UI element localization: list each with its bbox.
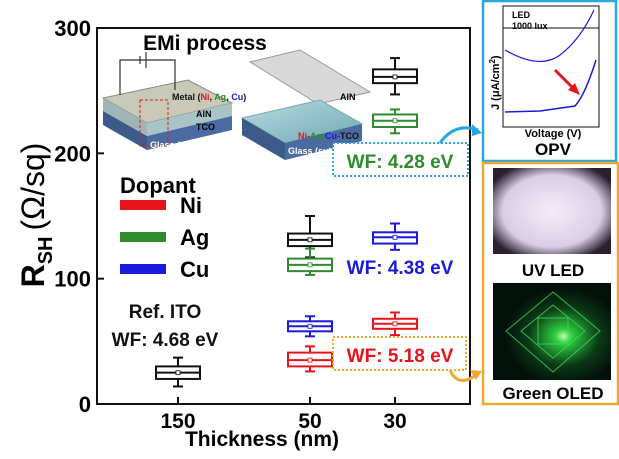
median-marker [308,263,312,267]
median-marker [393,75,397,79]
legend-label: Ni [180,193,202,218]
label-part: R [15,264,51,287]
oled-label: Green OLED [502,384,603,403]
y-axis-label: RSH (Ω/sq) [15,143,57,288]
annotation: WF: 4.28 eV [347,152,454,173]
layer-label: Ni-Ag-Cu-TCO [298,131,359,141]
median-marker [308,324,312,328]
opv-title: OPV [535,140,572,159]
oled-photo [493,283,611,380]
label-part: ) [243,92,246,102]
label-part: Cu [231,92,243,102]
layer-label: AlN [196,109,212,119]
device-illustration: Metal (Ni, Ag, Cu) AlN TCO Glass (substr… [103,52,246,150]
median-marker [176,371,180,375]
annotation: WF: 5.18 eV [347,346,454,367]
median-marker [308,238,312,242]
uv-led-photo [493,168,611,254]
label-part: Ag- [310,131,325,141]
y-tick-label: 100 [54,267,91,292]
legend-swatch [120,200,166,210]
uv-led-label: UV LED [522,261,584,280]
y-tick-label: 200 [54,141,91,166]
median-marker [393,322,397,326]
chart-title: EMi process [143,32,267,55]
x-tick-label: 30 [383,410,406,433]
layer-label: Glass (substrate) [150,140,224,150]
opv-legend: 1000 lux [512,21,548,31]
y-tick-label: 300 [54,16,91,41]
label-part: Ni- [298,131,310,141]
annotation: WF: 4.38 eV [347,258,454,279]
annotation: Ref. ITO [129,302,202,323]
label-part: Cu- [325,131,340,141]
opv-y-label: J (μA/cm2) [488,55,502,110]
label-part: Metal ( [172,92,201,102]
label-part: Ag [214,92,226,102]
label-part: J (μA/cm [490,63,502,110]
label-part: (Ω/sq) [15,143,51,231]
legend-label: Cu [180,257,209,282]
arrow-head [472,124,482,136]
median-marker [393,119,397,123]
metal-label: Metal (Ni, Ag, Cu) [172,92,246,102]
opv-x-label: Voltage (V) [525,128,582,140]
y-tick-label: 0 [79,392,91,417]
legend-swatch [120,264,166,274]
median-marker [308,358,312,362]
x-axis-label: Thickness (nm) [185,428,339,451]
opv-legend: LED [512,10,531,20]
annotation: WF: 4.68 eV [112,330,219,351]
layer-label: TCO [196,122,215,132]
label-part: SH [35,237,57,265]
legend-swatch [120,232,166,242]
median-marker [393,235,397,239]
legend-label: Ag [180,225,209,250]
label-part: ) [490,55,502,59]
layer-label: AlN [340,92,356,102]
label-part: Ni [201,92,210,102]
label-part: TCO [340,131,359,141]
figure: 01002003001505030 Metal (Ni, Ag, Cu) AlN… [0,0,619,454]
